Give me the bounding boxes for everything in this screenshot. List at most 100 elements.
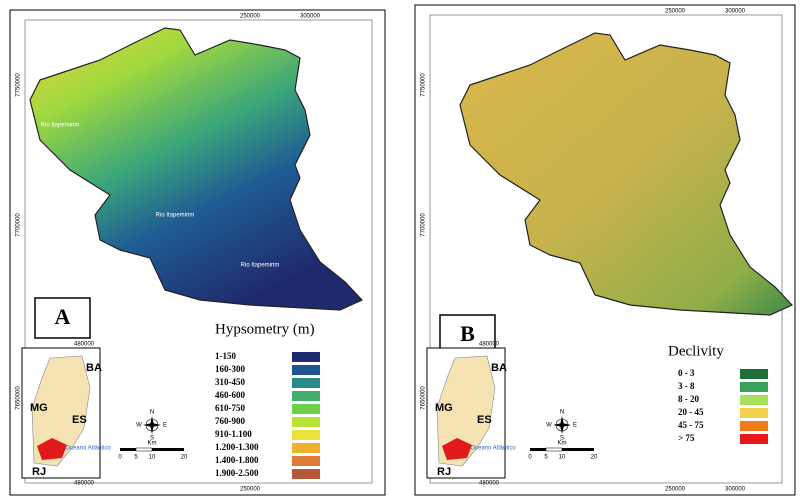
- coordinate-label: 250000: [240, 487, 261, 493]
- compass-letter: S: [150, 436, 154, 442]
- legend-swatch: [740, 434, 768, 444]
- panel-label: A: [55, 304, 71, 329]
- river-label: Rio Itapemirim: [156, 213, 195, 219]
- legend-label: 8 - 20: [678, 394, 699, 404]
- coordinate-label: 480000: [479, 342, 500, 348]
- legend-label: 310-450: [215, 377, 245, 387]
- inset-region-label: MG: [30, 402, 48, 414]
- scale-bar: [120, 448, 136, 451]
- compass-letter: E: [163, 423, 167, 429]
- coordinate-label: 7700000: [16, 213, 22, 237]
- scale-label: 10: [149, 455, 156, 461]
- scale-bar: [545, 447, 563, 452]
- map-panel: 250000 300000 250000 7750000 7700000 Rio Itap…: [9, 9, 386, 496]
- inset-region-label: RJ: [32, 466, 46, 478]
- legend-swatch: [292, 391, 320, 401]
- legend-label: 1.200-1.300: [215, 442, 259, 452]
- legend-title: Declivity: [668, 343, 724, 359]
- scale-bar: [135, 447, 153, 452]
- inset-region-label: ES: [72, 414, 87, 426]
- coordinate-label: 7650000: [16, 386, 22, 410]
- legend-label: 1-150: [215, 351, 236, 361]
- scale-label: 10: [559, 455, 566, 461]
- legend-label: 3 - 8: [678, 381, 695, 391]
- compass-rose: [143, 416, 161, 434]
- scale-label: 0: [118, 455, 122, 461]
- legend-swatch: [292, 469, 320, 479]
- coordinate-label: 7700000: [421, 213, 427, 237]
- legend-label: 45 - 75: [678, 420, 704, 430]
- inset-region-label: RJ: [437, 466, 451, 478]
- inset-sea-label: Oceano Atlântico: [470, 446, 516, 452]
- coordinate-label: 480000: [74, 342, 95, 348]
- legend-swatch: [740, 382, 768, 392]
- coordinate-label: 7650000: [421, 386, 427, 410]
- legend-label: 0 - 3: [678, 368, 695, 378]
- legend-swatch: [292, 443, 320, 453]
- inset-state: [436, 355, 496, 467]
- legend-swatch: [740, 369, 768, 379]
- legend-label: 910-1.100: [215, 429, 252, 439]
- scale-bar: [530, 448, 546, 451]
- scale-unit: Km: [558, 441, 567, 447]
- scale-unit: Km: [148, 441, 157, 447]
- scale-label: 5: [134, 455, 138, 461]
- inset-region-label: MG: [435, 402, 453, 414]
- coordinate-label: 300000: [725, 9, 746, 15]
- scale-label: 20: [591, 455, 598, 461]
- map-frame: [24, 19, 373, 484]
- scale-label: 20: [181, 455, 188, 461]
- legend-swatch: [292, 404, 320, 414]
- legend-swatch: [292, 352, 320, 362]
- legend-swatch: [740, 421, 768, 431]
- inset-region-label: BA: [491, 362, 507, 374]
- panel-label-box: [34, 297, 91, 339]
- compass-letter: W: [136, 423, 142, 429]
- scale-label: 5: [544, 455, 548, 461]
- compass-letter: N: [150, 410, 154, 416]
- coordinate-label: 480000: [74, 481, 95, 487]
- compass-letter: S: [560, 436, 564, 442]
- compass-letter: N: [560, 410, 564, 416]
- coordinate-label: 250000: [665, 9, 686, 15]
- legend-label: 20 - 45: [678, 407, 704, 417]
- inset-study-area: [37, 438, 67, 460]
- river-label: Rio Itapemirim: [41, 123, 80, 129]
- compass-rose: [553, 416, 571, 434]
- inset-state: [31, 355, 91, 467]
- legend-label: 1.400-1.800: [215, 455, 259, 465]
- inset-sea-label: Oceano Atlântico: [65, 446, 111, 452]
- legend-swatch: [740, 395, 768, 405]
- scale-bar: [562, 448, 594, 451]
- coordinate-label: 7750000: [16, 73, 22, 97]
- legend-label: 610-750: [215, 403, 245, 413]
- legend-swatch: [292, 456, 320, 466]
- map-frame: [429, 14, 783, 484]
- scale-label: 0: [528, 455, 532, 461]
- coordinate-label: 480000: [479, 481, 500, 487]
- legend-swatch: [292, 378, 320, 388]
- coordinate-label: 7750000: [421, 73, 427, 97]
- coordinate-label: 300000: [300, 14, 321, 20]
- legend-swatch: [292, 417, 320, 427]
- legend-label: 160-300: [215, 364, 245, 374]
- inset-region-label: ES: [477, 414, 492, 426]
- region-map: [29, 27, 364, 311]
- panels: 250000 300000 250000 7750000 7700000 Rio Itap…: [9, 4, 796, 496]
- legend-title: Hypsometry (m): [215, 321, 315, 337]
- coordinate-label: 250000: [240, 14, 261, 20]
- coordinate-label: 250000: [665, 487, 686, 493]
- river-label: Rio Itapemirim: [241, 263, 280, 269]
- inset-study-area: [442, 438, 472, 460]
- compass-letter: E: [573, 423, 577, 429]
- compass-letter: W: [546, 423, 552, 429]
- legend-label: 1.900-2.500: [215, 468, 259, 478]
- scale-bar: [152, 448, 184, 451]
- region-map: [459, 32, 794, 316]
- coordinate-label: 300000: [725, 487, 746, 493]
- legend-label: 760-900: [215, 416, 245, 426]
- legend-swatch: [740, 408, 768, 418]
- inset-region-label: BA: [86, 362, 102, 374]
- legend-swatch: [292, 430, 320, 440]
